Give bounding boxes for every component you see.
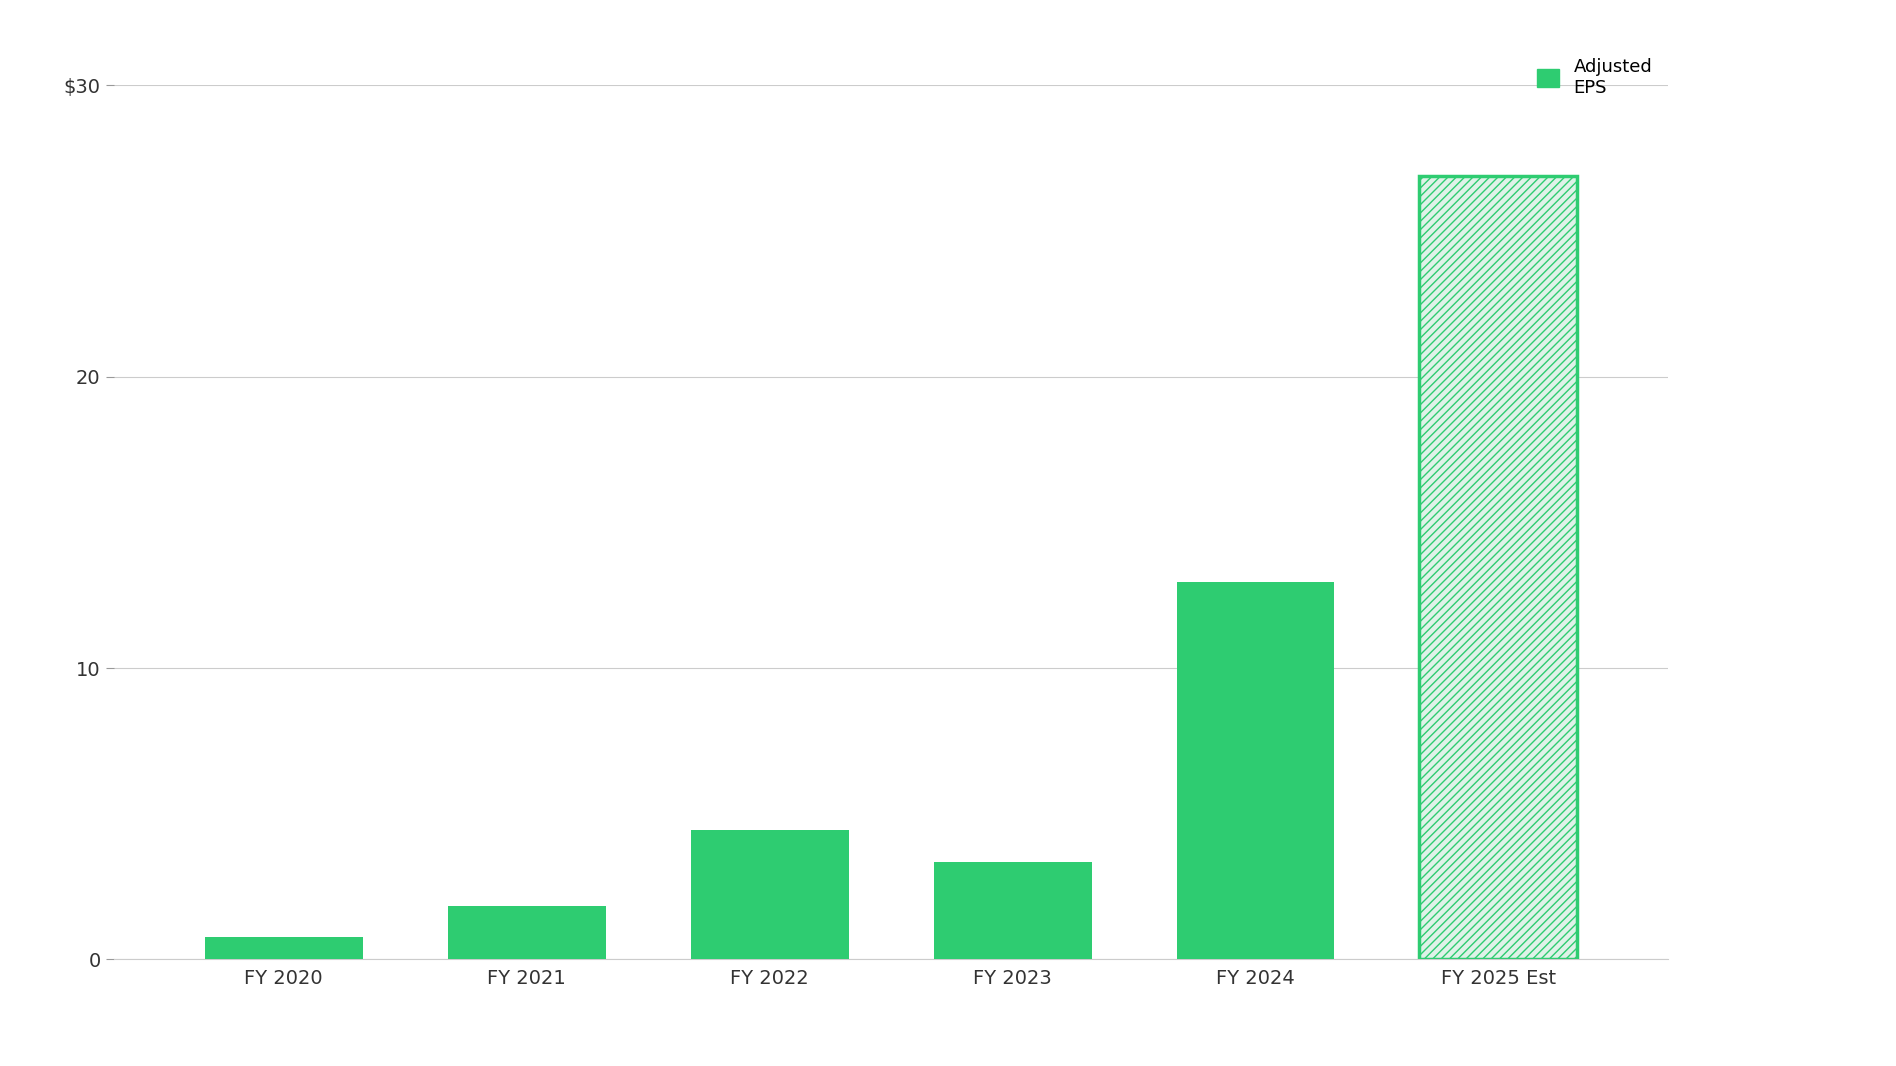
Bar: [690, 830, 849, 959]
Legend: Adjusted
EPS: Adjusted EPS: [1530, 50, 1659, 103]
Bar: [1420, 176, 1577, 959]
Bar: [1177, 582, 1335, 959]
Bar: [933, 862, 1092, 959]
Bar: [447, 906, 605, 959]
Bar: [205, 937, 362, 959]
